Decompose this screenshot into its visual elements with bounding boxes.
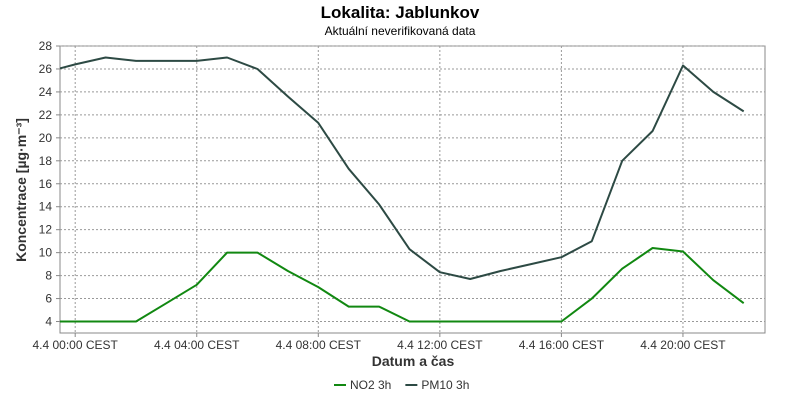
- y-tick-label: 22: [39, 108, 53, 122]
- chart-subtitle: Aktuální neverifikovaná data: [325, 24, 476, 38]
- y-tick-label: 16: [39, 177, 53, 191]
- x-axis-label: Datum a čas: [372, 353, 455, 369]
- y-tick-label: 4: [45, 315, 52, 329]
- x-tick-label: 4.4 20:00 CEST: [640, 338, 726, 352]
- y-tick-label: 18: [39, 154, 53, 168]
- legend-label: NO2 3h: [350, 378, 391, 392]
- y-axis-label: Koncentrace [µg·m⁻³]: [13, 118, 29, 262]
- y-tick-label: 28: [39, 39, 53, 53]
- x-tick-label: 4.4 16:00 CEST: [519, 338, 605, 352]
- series-line-1: [60, 56, 745, 280]
- legend-label: PM10 3h: [421, 378, 469, 392]
- series-line-0: [60, 247, 745, 323]
- x-tick-label: 4.4 00:00 CEST: [32, 338, 118, 352]
- y-tick-label: 14: [39, 200, 53, 214]
- legend: NO2 3h PM10 3h: [334, 378, 469, 392]
- y-tick-label: 26: [39, 62, 53, 76]
- x-axis: 4.4 00:00 CEST 4.4 04:00 CEST 4.4 08:00 CE…: [32, 333, 726, 352]
- x-tick-label: 4.4 08:00 CEST: [276, 338, 362, 352]
- y-tick-label: 6: [45, 292, 52, 306]
- grid-lines: [60, 45, 765, 333]
- x-tick-label: 4.4 04:00 CEST: [154, 338, 240, 352]
- y-tick-label: 12: [39, 223, 53, 237]
- y-tick-label: 20: [39, 131, 53, 145]
- y-axis: 4 6 8 10 12 14 16 18 20 22 24 26 28: [39, 39, 60, 329]
- y-tick-label: 24: [39, 85, 53, 99]
- x-tick-label: 4.4 12:00 CEST: [397, 338, 483, 352]
- y-tick-label: 10: [39, 246, 53, 260]
- chart-title: Lokalita: Jablunkov: [321, 3, 480, 22]
- series-group: [60, 56, 745, 323]
- y-tick-label: 8: [45, 269, 52, 283]
- plot-area: [59, 45, 766, 334]
